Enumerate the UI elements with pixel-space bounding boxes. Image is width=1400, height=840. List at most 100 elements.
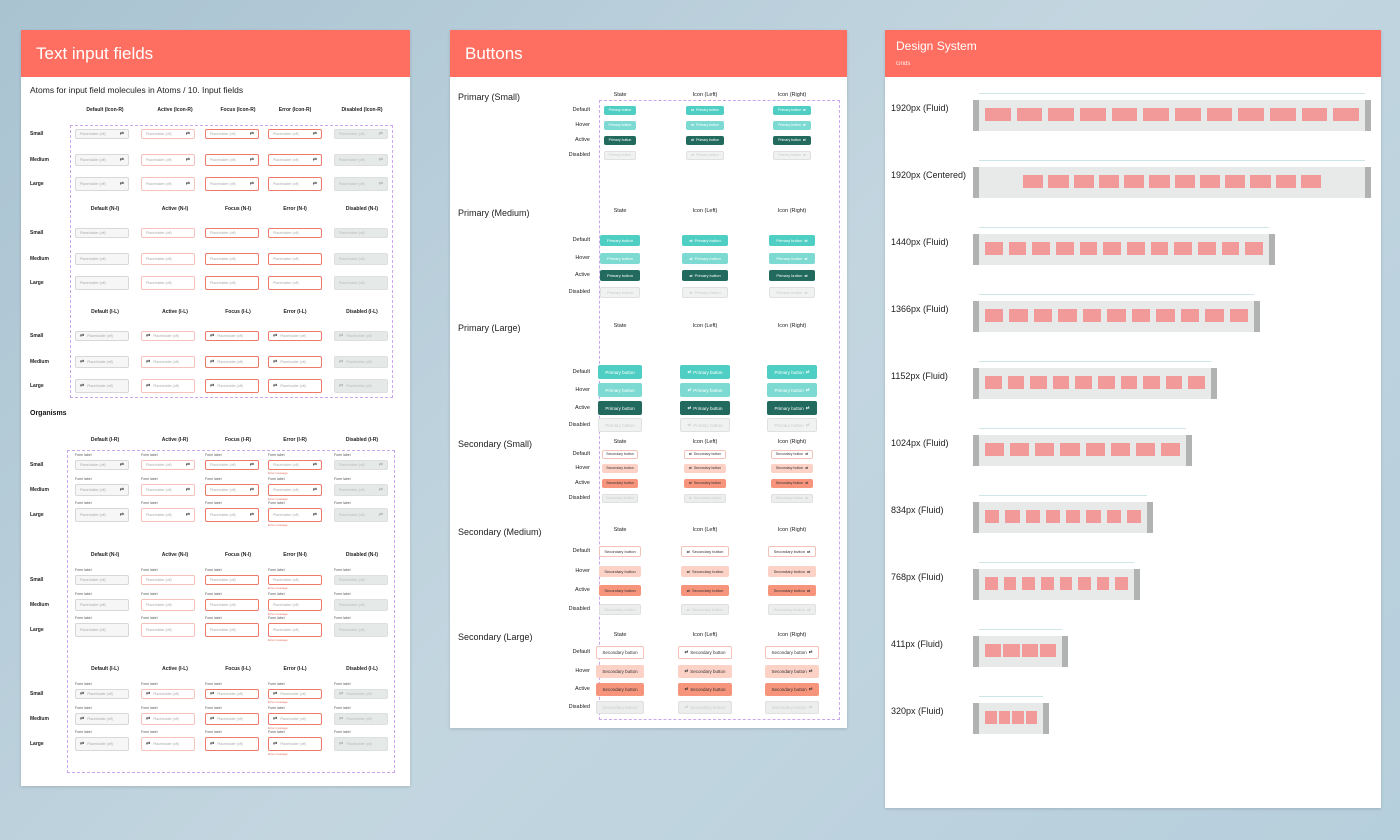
secondary-button-hover[interactable]: Secondary button [599,565,641,577]
text-input-error[interactable]: Placeholder (off) ⇄ [268,154,322,166]
secondary-button-hover[interactable]: ⇄ Secondary button [678,664,732,678]
secondary-button-default[interactable]: Secondary button [596,645,644,659]
primary-button-default[interactable]: Primary button [598,365,642,379]
primary-button-active[interactable]: ⇄ Primary button [680,401,730,415]
primary-button-active[interactable]: Primary button ⇄ [767,401,817,415]
text-input-default[interactable]: ⇄ Placeholder (off) [75,689,129,699]
text-input-default[interactable]: Placeholder (off) [75,276,129,290]
text-input-active[interactable]: Placeholder (off) [141,228,195,238]
text-input-focus[interactable]: Placeholder (off) [205,276,259,290]
text-input-error[interactable]: ⇄ Placeholder (off) [268,356,322,368]
text-input-error[interactable]: ⇄ Placeholder (off) [268,737,322,751]
secondary-button-hover[interactable]: ⇄ Secondary button [681,565,729,577]
primary-button-active[interactable]: Primary button [604,135,636,145]
text-input-focus[interactable]: Placeholder (off) ⇄ [205,460,259,470]
text-input-error[interactable]: Placeholder (off) [268,575,322,585]
secondary-button-default[interactable]: ⇄ Secondary button [678,645,732,659]
text-input-error[interactable]: Placeholder (off) ⇄ [268,460,322,470]
text-input-active[interactable]: Placeholder (off) ⇄ [141,460,195,470]
primary-button-hover[interactable]: ⇄ Primary button [680,383,730,397]
text-input-error[interactable]: ⇄ Placeholder (off) [268,379,322,393]
secondary-button-active[interactable]: Secondary button [602,478,638,488]
secondary-button-hover[interactable]: Secondary button [596,664,644,678]
text-input-focus[interactable]: ⇄ Placeholder (off) [205,689,259,699]
primary-button-default[interactable]: Primary button [600,234,640,246]
text-input-error[interactable]: Placeholder (off) [268,228,322,238]
text-input-focus[interactable]: ⇄ Placeholder (off) [205,331,259,341]
secondary-button-default[interactable]: ⇄ Secondary button [684,449,726,459]
text-input-error[interactable]: ⇄ Placeholder (off) [268,331,322,341]
text-input-active[interactable]: Placeholder (off) [141,575,195,585]
primary-button-hover[interactable]: ⇄ Primary button [682,252,728,264]
text-input-active[interactable]: ⇄ Placeholder (off) [141,689,195,699]
text-input-error[interactable]: ⇄ Placeholder (off) [268,689,322,699]
secondary-button-default[interactable]: Secondary button ⇄ [771,449,813,459]
text-input-focus[interactable]: Placeholder (off) ⇄ [205,154,259,166]
primary-button-default[interactable]: ⇄ Primary button [682,234,728,246]
text-input-active[interactable]: ⇄ Placeholder (off) [141,737,195,751]
text-input-focus[interactable]: Placeholder (off) ⇄ [205,177,259,191]
secondary-button-hover[interactable]: Secondary button ⇄ [765,664,819,678]
primary-button-hover[interactable]: ⇄ Primary button [686,120,724,130]
text-input-active[interactable]: Placeholder (off) [141,253,195,265]
text-input-active[interactable]: Placeholder (off) ⇄ [141,177,195,191]
primary-button-active[interactable]: Primary button ⇄ [773,135,811,145]
text-input-active[interactable]: Placeholder (off) ⇄ [141,129,195,139]
text-input-default[interactable]: Placeholder (off) ⇄ [75,484,129,496]
secondary-button-active[interactable]: Secondary button ⇄ [771,478,813,488]
text-input-default[interactable]: ⇄ Placeholder (off) [75,331,129,341]
text-input-default[interactable]: Placeholder (off) [75,623,129,637]
text-input-active[interactable]: ⇄ Placeholder (off) [141,713,195,725]
text-input-error[interactable]: Placeholder (off) [268,599,322,611]
secondary-button-hover[interactable]: ⇄ Secondary button [684,463,726,473]
text-input-default[interactable]: Placeholder (off) ⇄ [75,129,129,139]
primary-button-default[interactable]: Primary button ⇄ [773,105,811,115]
text-input-active[interactable]: Placeholder (off) ⇄ [141,154,195,166]
secondary-button-active[interactable]: ⇄ Secondary button [684,478,726,488]
text-input-default[interactable]: Placeholder (off) [75,599,129,611]
secondary-button-active[interactable]: Secondary button ⇄ [765,682,819,696]
text-input-focus[interactable]: ⇄ Placeholder (off) [205,379,259,393]
primary-button-active[interactable]: ⇄ Primary button [686,135,724,145]
primary-button-active[interactable]: Primary button ⇄ [769,269,815,281]
text-input-default[interactable]: Placeholder (off) ⇄ [75,460,129,470]
secondary-button-active[interactable]: ⇄ Secondary button [678,682,732,696]
text-input-error[interactable]: Placeholder (off) ⇄ [268,129,322,139]
text-input-active[interactable]: Placeholder (off) [141,276,195,290]
primary-button-active[interactable]: ⇄ Primary button [682,269,728,281]
text-input-focus[interactable]: ⇄ Placeholder (off) [205,737,259,751]
secondary-button-default[interactable]: Secondary button [599,545,641,557]
primary-button-hover[interactable]: Primary button ⇄ [767,383,817,397]
text-input-active[interactable]: ⇄ Placeholder (off) [141,331,195,341]
text-input-error[interactable]: Placeholder (off) [268,276,322,290]
text-input-error[interactable]: Placeholder (off) ⇄ [268,508,322,522]
secondary-button-active[interactable]: Secondary button [596,682,644,696]
text-input-active[interactable]: ⇄ Placeholder (off) [141,356,195,368]
primary-button-default[interactable]: ⇄ Primary button [680,365,730,379]
primary-button-active[interactable]: Primary button [598,401,642,415]
text-input-default[interactable]: Placeholder (off) ⇄ [75,508,129,522]
text-input-default[interactable]: Placeholder (off) [75,253,129,265]
text-input-active[interactable]: ⇄ Placeholder (off) [141,379,195,393]
secondary-button-active[interactable]: Secondary button ⇄ [768,584,816,596]
text-input-focus[interactable]: ⇄ Placeholder (off) [205,713,259,725]
text-input-default[interactable]: Placeholder (off) [75,575,129,585]
secondary-button-active[interactable]: ⇄ Secondary button [681,584,729,596]
primary-button-hover[interactable]: Primary button [604,120,636,130]
primary-button-default[interactable]: Primary button ⇄ [767,365,817,379]
text-input-focus[interactable]: Placeholder (off) ⇄ [205,508,259,522]
text-input-error[interactable]: Placeholder (off) ⇄ [268,484,322,496]
primary-button-hover[interactable]: Primary button ⇄ [769,252,815,264]
secondary-button-hover[interactable]: Secondary button ⇄ [771,463,813,473]
text-input-focus[interactable]: ⇄ Placeholder (off) [205,356,259,368]
text-input-default[interactable]: ⇄ Placeholder (off) [75,713,129,725]
text-input-default[interactable]: Placeholder (off) [75,228,129,238]
primary-button-hover[interactable]: Primary button [598,383,642,397]
text-input-focus[interactable]: Placeholder (off) ⇄ [205,484,259,496]
secondary-button-default[interactable]: Secondary button [602,449,638,459]
text-input-error[interactable]: Placeholder (off) [268,623,322,637]
text-input-focus[interactable]: Placeholder (off) [205,253,259,265]
text-input-default[interactable]: ⇄ Placeholder (off) [75,737,129,751]
text-input-error[interactable]: Placeholder (off) [268,253,322,265]
text-input-default[interactable]: Placeholder (off) ⇄ [75,177,129,191]
